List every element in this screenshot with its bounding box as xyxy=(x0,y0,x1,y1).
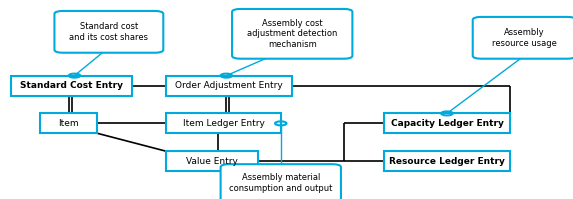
FancyBboxPatch shape xyxy=(221,164,341,199)
Text: Assembly material
consumption and output: Assembly material consumption and output xyxy=(229,173,332,193)
FancyBboxPatch shape xyxy=(473,17,573,59)
Text: Item Ledger Entry: Item Ledger Entry xyxy=(183,119,264,128)
Text: Capacity Ledger Entry: Capacity Ledger Entry xyxy=(391,119,503,128)
FancyBboxPatch shape xyxy=(166,113,281,133)
Text: Order Adjustment Entry: Order Adjustment Entry xyxy=(175,81,283,90)
FancyBboxPatch shape xyxy=(166,76,292,96)
FancyBboxPatch shape xyxy=(11,76,132,96)
Text: Assembly cost
adjustment detection
mechanism: Assembly cost adjustment detection mecha… xyxy=(247,19,337,49)
Text: Resource Ledger Entry: Resource Ledger Entry xyxy=(389,157,505,166)
FancyBboxPatch shape xyxy=(384,151,510,171)
Text: Item: Item xyxy=(58,119,79,128)
FancyBboxPatch shape xyxy=(232,9,352,59)
FancyBboxPatch shape xyxy=(40,113,97,133)
FancyBboxPatch shape xyxy=(384,113,510,133)
Text: Assembly
resource usage: Assembly resource usage xyxy=(492,28,557,48)
Text: Standard cost
and its cost shares: Standard cost and its cost shares xyxy=(69,22,148,42)
Text: Value Entry: Value Entry xyxy=(186,157,238,166)
FancyBboxPatch shape xyxy=(166,151,258,171)
FancyBboxPatch shape xyxy=(54,11,163,53)
Text: Standard Cost Entry: Standard Cost Entry xyxy=(20,81,123,90)
